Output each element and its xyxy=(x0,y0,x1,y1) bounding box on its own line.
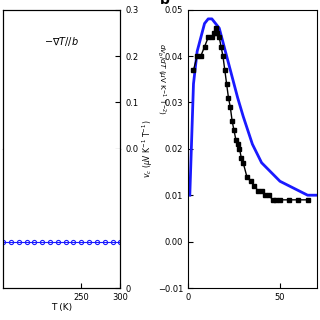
Text: $-\nabla T//b$: $-\nabla T//b$ xyxy=(44,35,79,48)
Y-axis label: $v_c$ ($\mu$V K$^{-1}$ T$^{-1}$): $v_c$ ($\mu$V K$^{-1}$ T$^{-1}$) xyxy=(140,120,155,178)
X-axis label: T (K): T (K) xyxy=(51,303,72,312)
Y-axis label: $dv_b/dT$ ($\mu$V K$^{-1}$ T$^{-2}$): $dv_b/dT$ ($\mu$V K$^{-1}$ T$^{-2}$) xyxy=(155,43,167,115)
Text: b: b xyxy=(160,0,170,7)
